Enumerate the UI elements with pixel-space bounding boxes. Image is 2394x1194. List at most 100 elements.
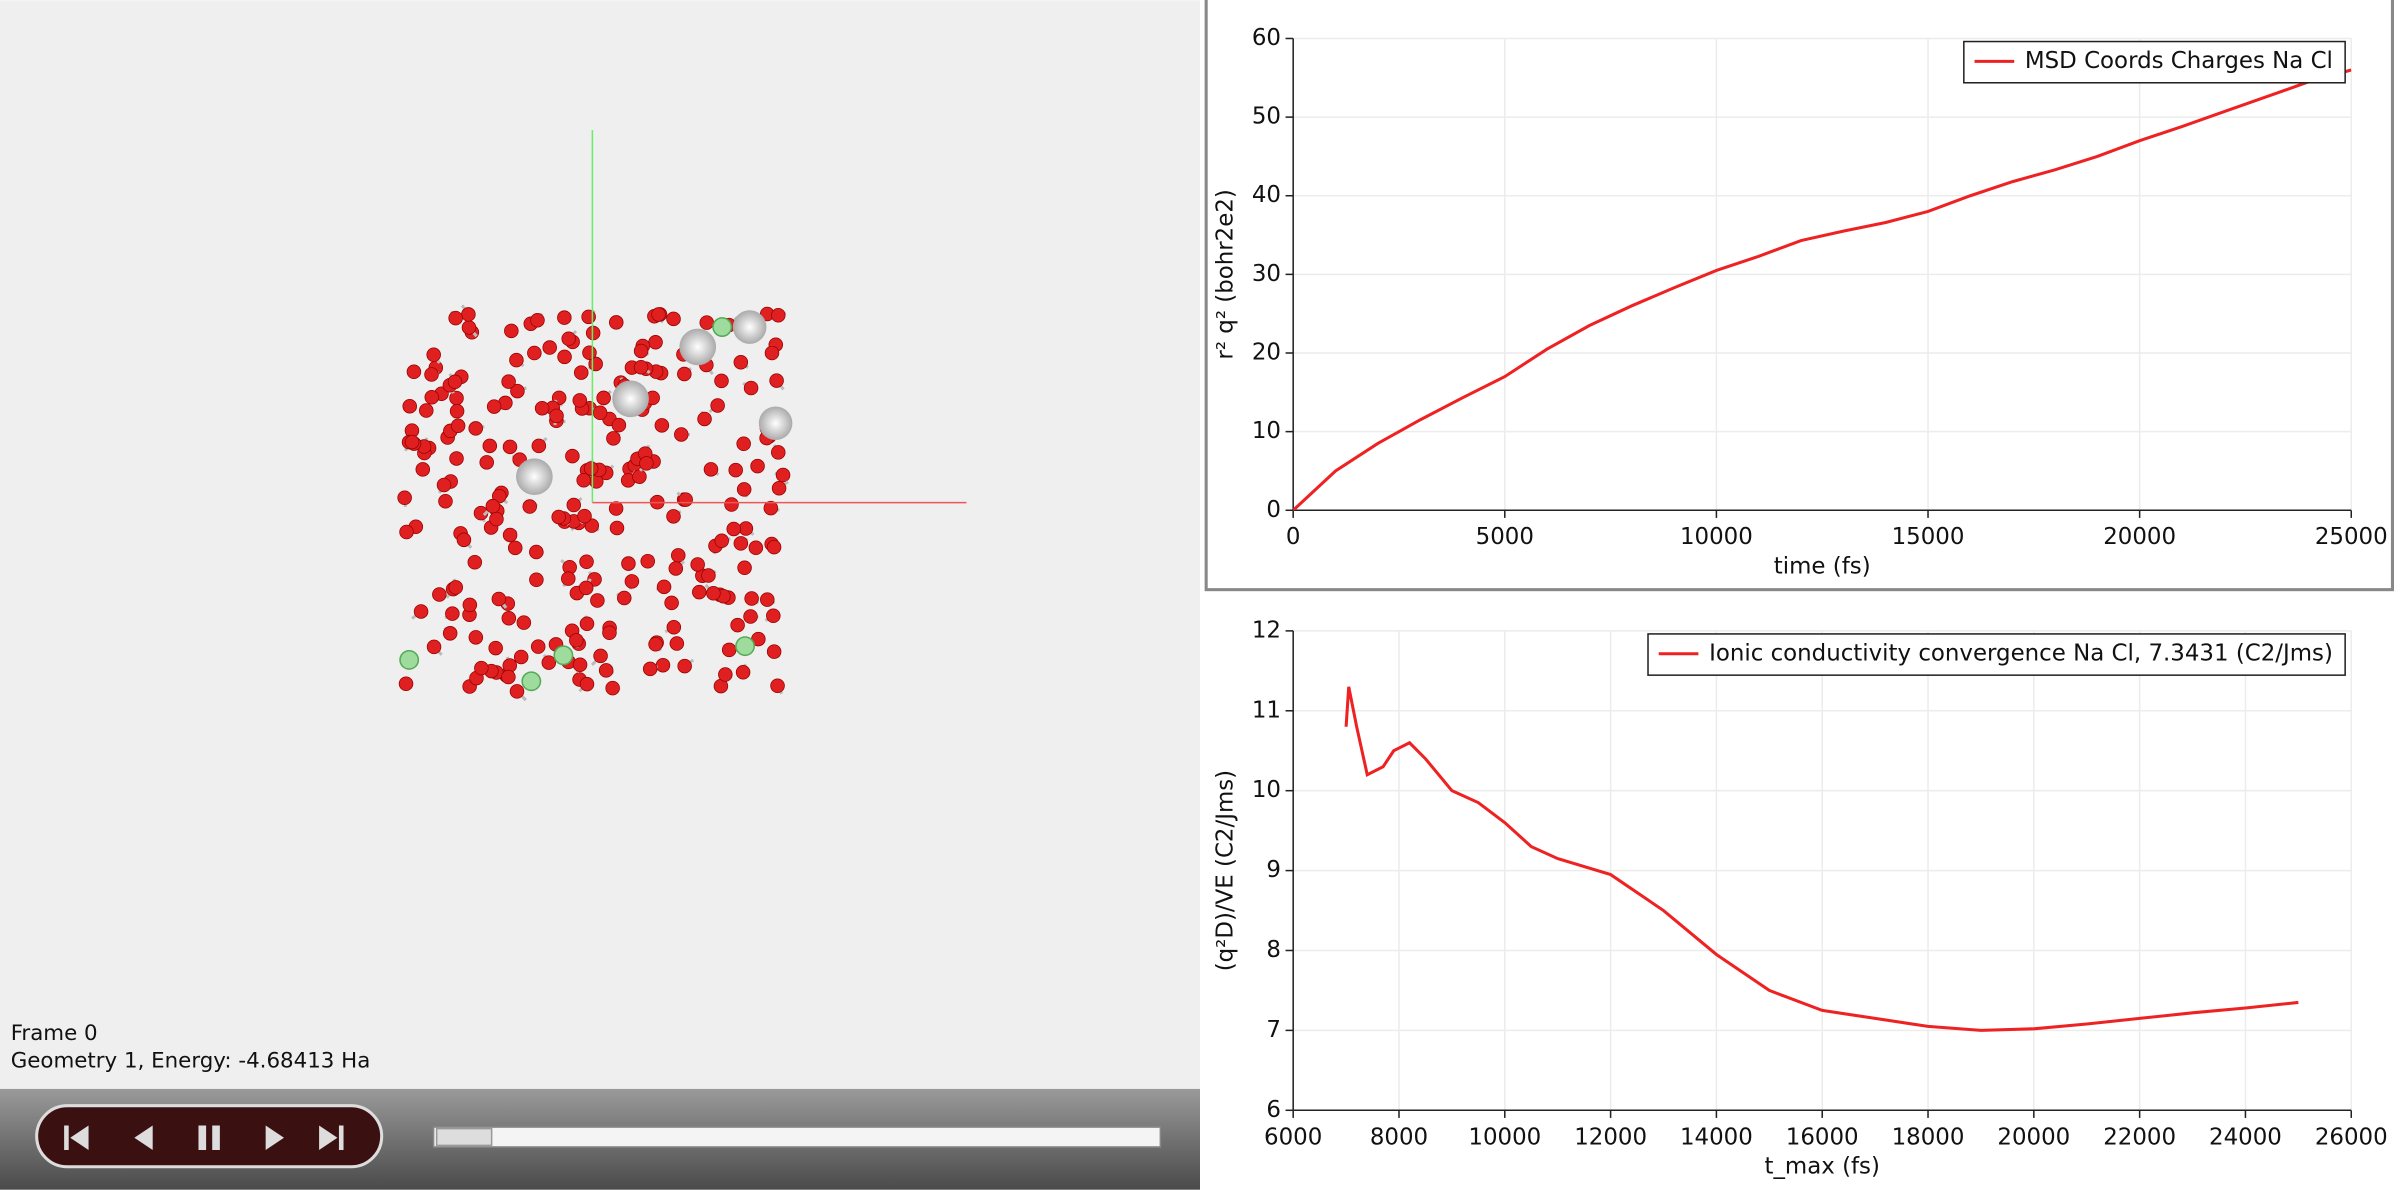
oxygen [771,679,785,693]
x-tick-label: 25000 [2315,524,2388,550]
oxygen [643,662,657,676]
oxygen [523,500,537,514]
oxygen [437,478,451,492]
oxygen [722,643,736,657]
oxygen [700,316,714,330]
oxygen [517,616,531,630]
oxygen [772,481,786,495]
chlorine [713,318,731,336]
x-tick-label: 24000 [2209,1124,2282,1150]
oxygen [579,581,593,595]
oxygen [767,540,781,554]
oxygen [727,522,741,536]
oxygen [725,498,739,512]
x-tick-label: 20000 [1997,1124,2070,1150]
oxygen [702,569,716,583]
slider-handle[interactable] [437,1129,492,1146]
oxygen [594,649,608,663]
oxygen [502,611,516,625]
oxygen [508,541,522,555]
oxygen [425,390,439,404]
chlorine [400,651,418,669]
oxygen [665,596,679,610]
chlorine [522,672,540,690]
oxygen [468,555,482,569]
frame-label: Frame 0 [11,1021,98,1046]
oxygen [503,528,517,542]
x-tick-label: 20000 [2103,524,2176,550]
oxygen [510,685,524,699]
oxygen [677,367,691,381]
y-tick-label: 7 [1266,1017,1281,1043]
oxygen [490,512,504,526]
oxygen [667,509,681,523]
x-tick-label: 16000 [1786,1124,1859,1150]
legend-label: MSD Coords Charges Na Cl [2025,48,2333,74]
oxygen [751,459,765,473]
x-tick-label: 10000 [1468,1124,1541,1150]
oxygen [749,541,763,555]
oxygen [606,681,620,695]
x-tick-label: 22000 [2103,1124,2176,1150]
y-tick-label: 50 [1252,104,1281,130]
oxygen [641,554,655,568]
oxygen [449,311,463,325]
oxygen [530,573,544,587]
oxygen [617,591,631,605]
oxygen [510,353,524,367]
oxygen [427,348,441,362]
oxygen [542,656,556,670]
oxygen [612,418,626,432]
oxygen [552,510,566,524]
oxygen [652,308,666,322]
y-tick-label: 10 [1252,777,1281,803]
oxygen [448,375,462,389]
oxygen [414,605,428,619]
oxygen [514,650,528,664]
y-axis-label: r² q² (bohr2e2) [1213,189,1239,359]
oxygen [439,494,453,508]
x-tick-label: 5000 [1476,524,1534,550]
x-tick-label: 12000 [1574,1124,1647,1150]
frame-slider[interactable] [434,1127,1161,1147]
oxygen [591,594,605,608]
oxygen [610,521,624,535]
oxygen [584,462,598,476]
oxygen [582,310,596,324]
oxygen [667,312,681,326]
oxygen [483,439,497,453]
oxygen [450,452,464,466]
x-tick-label: 14000 [1680,1124,1753,1150]
oxygen [734,355,748,369]
oxygen [599,664,613,678]
oxygen [738,561,752,575]
oxygen [670,637,684,651]
chlorine [736,637,754,655]
oxygen [603,626,617,640]
oxygen [531,640,545,654]
oxygen [640,457,654,471]
oxygen [403,399,417,413]
oxygen [557,311,571,325]
oxygen [634,344,648,358]
oxygen [655,418,669,432]
oxygen [492,592,506,606]
oxygen [573,394,587,408]
y-tick-label: 10 [1252,418,1281,444]
oxygen [739,522,753,536]
oxygen [771,445,785,459]
oxygen [734,537,748,551]
oxygen [580,677,594,691]
oxygen [407,365,421,379]
oxygen [543,341,557,355]
oxygen [486,499,500,513]
y-tick-label: 30 [1252,261,1281,287]
oxygen [622,557,636,571]
legend-label: Ionic conductivity convergence Na Cl, 7.… [1709,640,2333,666]
sodium [612,380,649,417]
x-tick-label: 6000 [1264,1124,1322,1150]
oxygen [531,313,545,327]
oxygen [443,626,457,640]
oxygen [711,399,725,413]
oxygen [569,634,583,648]
